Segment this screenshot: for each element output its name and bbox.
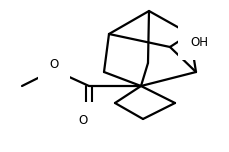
Text: O: O: [78, 114, 87, 126]
Text: OH: OH: [189, 36, 207, 48]
Text: O: O: [49, 59, 58, 71]
